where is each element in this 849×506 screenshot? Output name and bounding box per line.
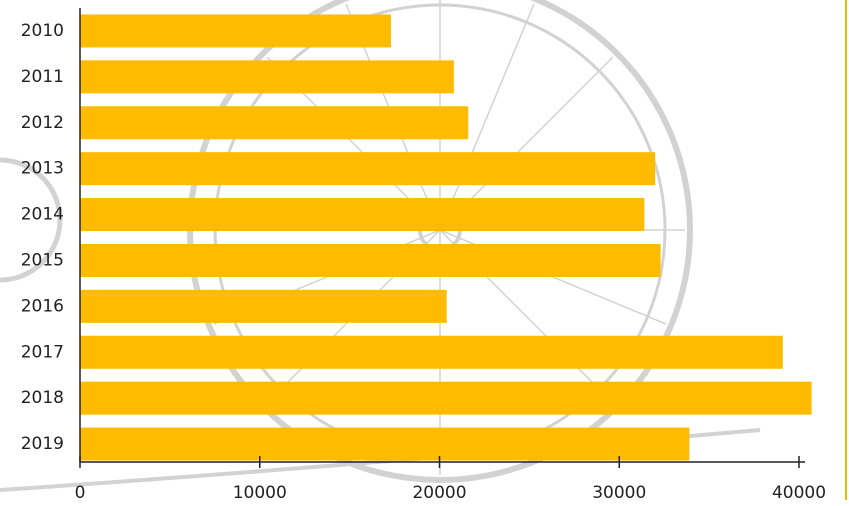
y-tick-label: 2015	[21, 250, 64, 270]
bar	[80, 381, 812, 415]
wheel-partial	[0, 157, 63, 283]
x-tick-label: 20000	[412, 483, 466, 503]
x-tick-label: 10000	[233, 483, 287, 503]
y-tick-label: 2016	[21, 296, 64, 316]
y-tick-label: 2017	[21, 342, 64, 362]
y-tick-label: 2014	[21, 205, 64, 225]
plot	[80, 14, 812, 461]
bar	[80, 427, 690, 461]
y-tick-label: 2010	[21, 21, 64, 41]
bar	[80, 152, 656, 186]
x-tick-label: 40000	[772, 483, 826, 503]
bar	[80, 243, 661, 277]
bar	[80, 289, 447, 323]
y-tick-label: 2011	[21, 67, 64, 87]
y-tick-label: 2019	[21, 434, 64, 454]
bar	[80, 14, 391, 48]
y-tick-label: 2013	[21, 159, 64, 179]
bar	[80, 335, 783, 369]
bar	[80, 106, 469, 140]
y-tick-label: 2012	[21, 113, 64, 133]
x-tick-label: 30000	[592, 483, 646, 503]
bar	[80, 198, 645, 232]
x-tick-label: 0	[75, 483, 86, 503]
y-tick-label: 2018	[21, 388, 64, 408]
bar	[80, 60, 454, 94]
